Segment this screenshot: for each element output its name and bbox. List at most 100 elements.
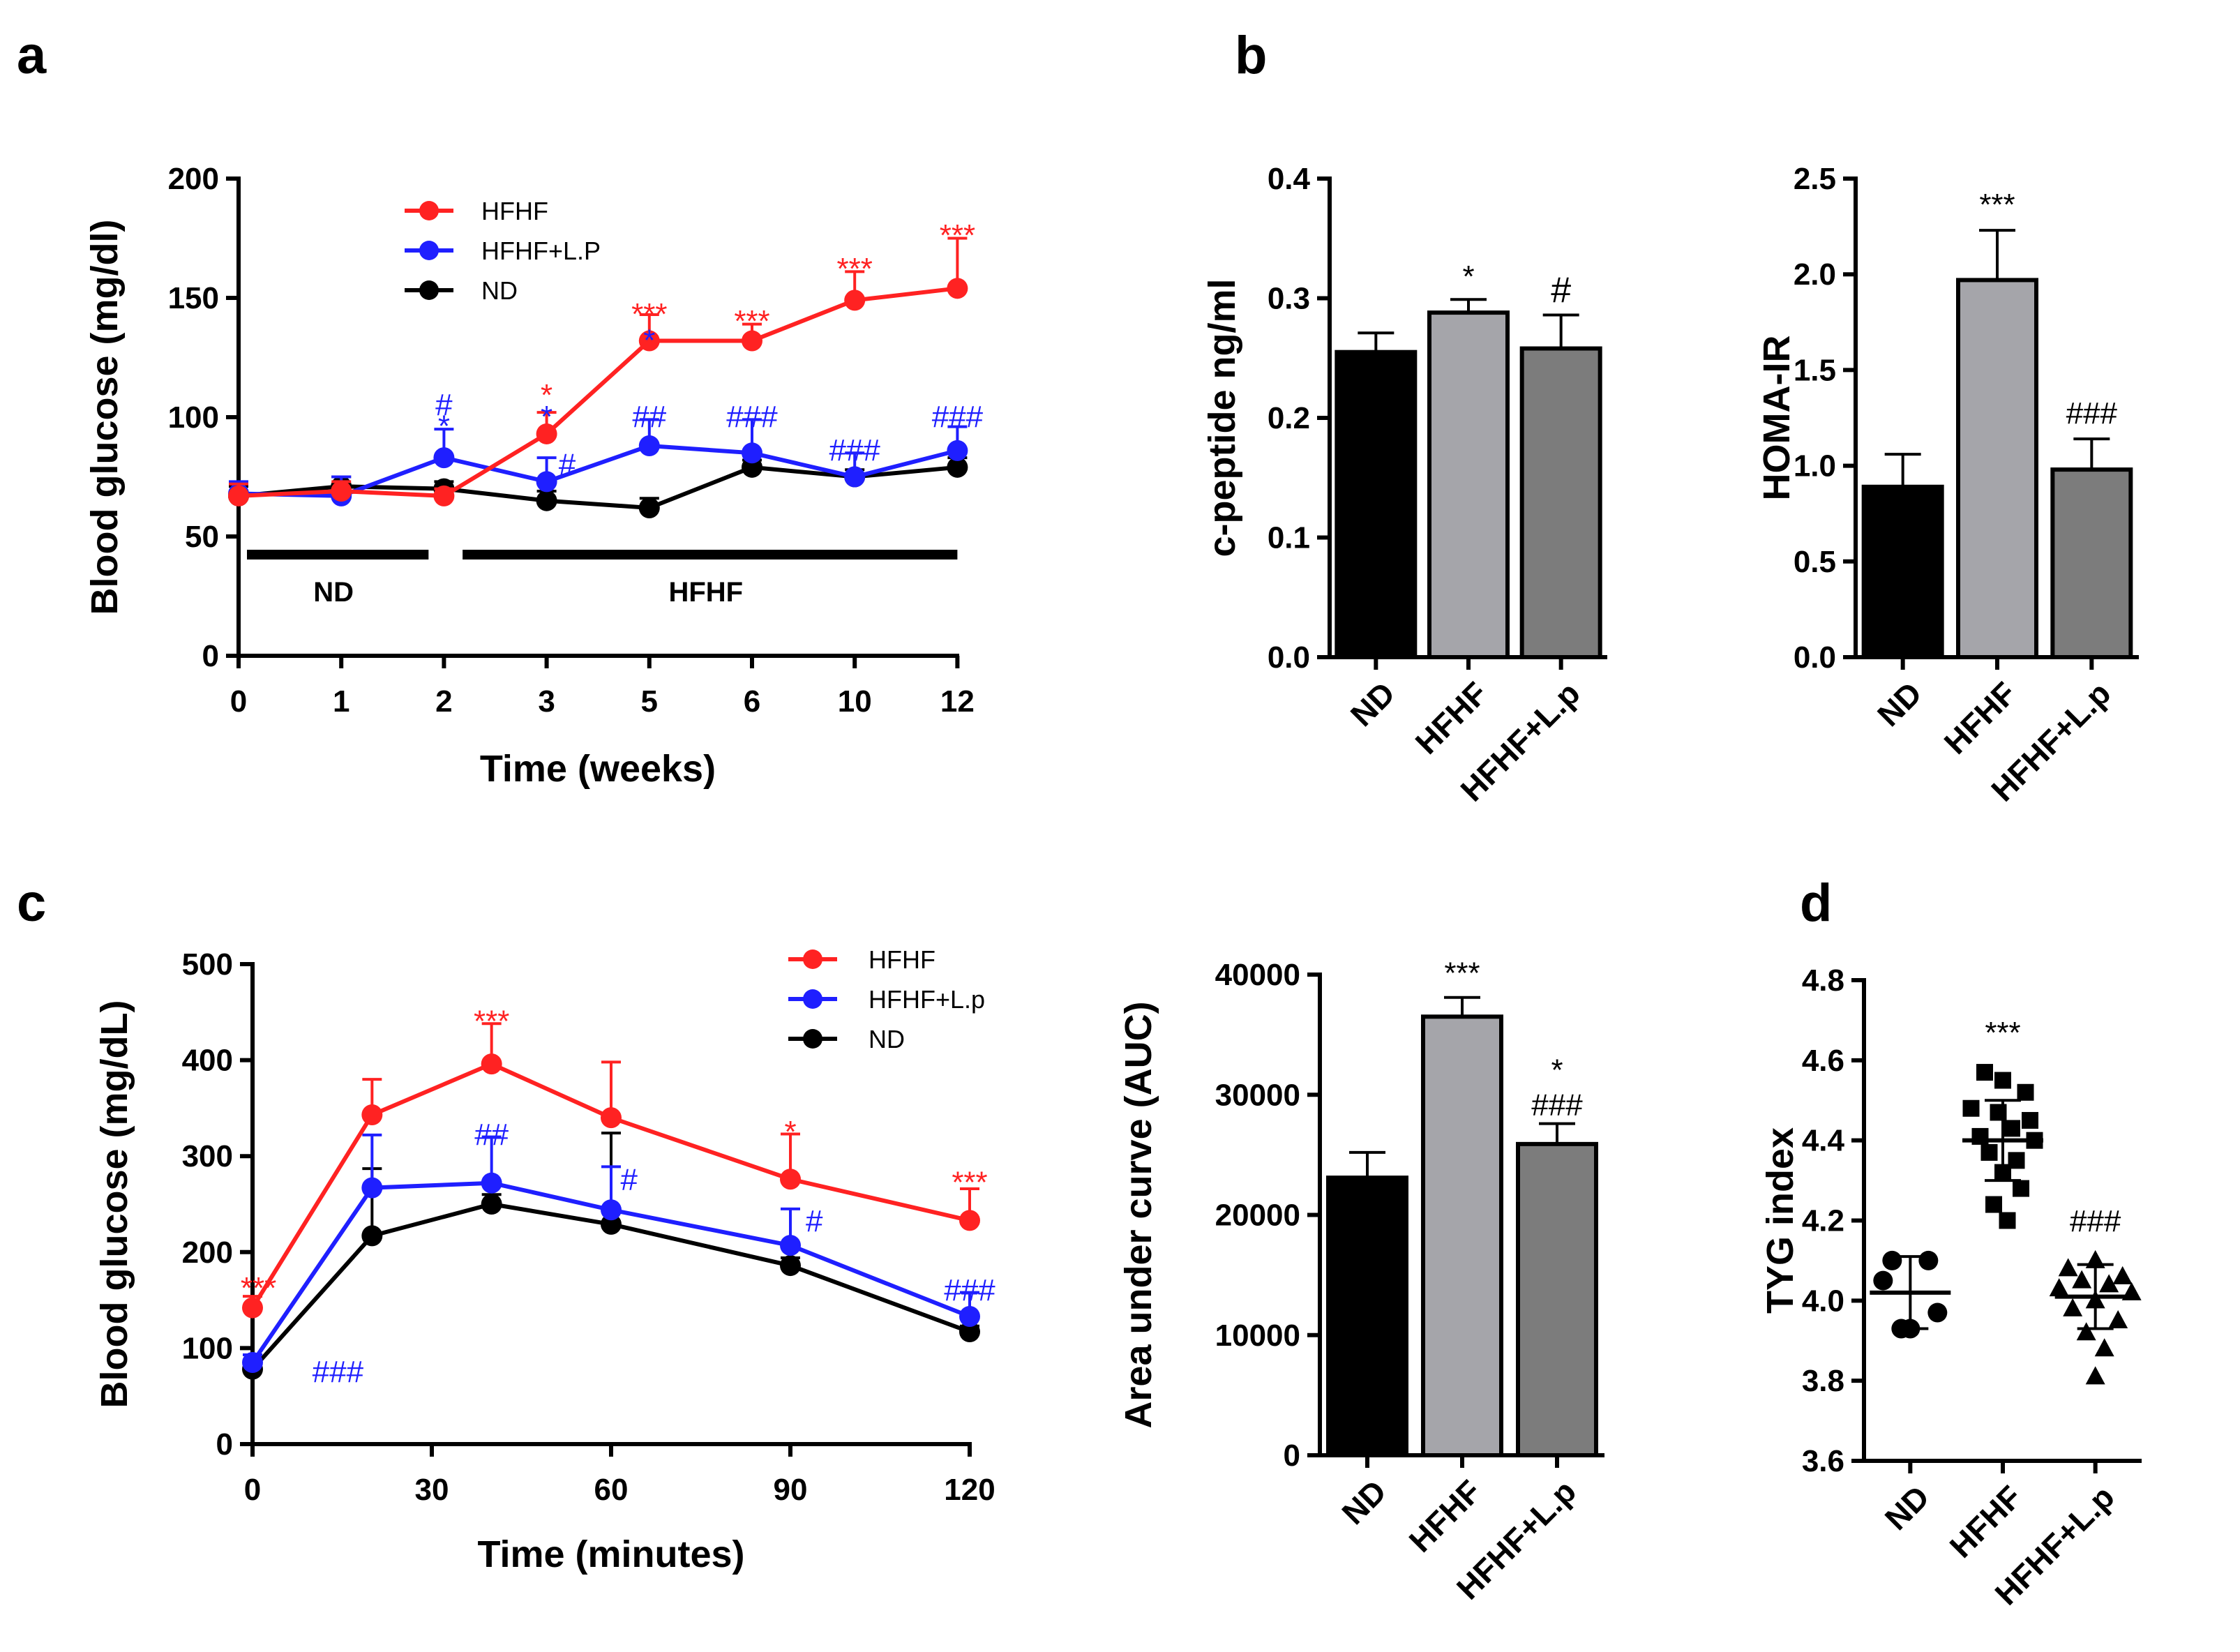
- a-series-line: [238, 286, 958, 498]
- a-annotation: ###: [932, 400, 984, 434]
- c1-y-tick-label: 100: [182, 1331, 233, 1365]
- c2-bar: [1421, 1014, 1503, 1457]
- b1-significance: #: [1551, 271, 1571, 311]
- c2-y-tick-label: 0: [1284, 1439, 1300, 1473]
- c1-y-axis-label: Blood glucose (mg/dL): [93, 1000, 135, 1409]
- c1-series-point: [780, 1235, 801, 1256]
- d-point-circle: [1873, 1270, 1893, 1291]
- d-point-circle: [1927, 1302, 1948, 1323]
- b2-y-tick-label: 1.0: [1794, 449, 1836, 483]
- a-series-point: [638, 435, 660, 457]
- a-series-point: [433, 485, 455, 506]
- b2-y-tick-label: 2.0: [1794, 257, 1836, 292]
- d-x-tick-label: ND: [1878, 1478, 1937, 1537]
- d-point-square: [1985, 1196, 2002, 1213]
- a-annotation: #: [435, 388, 453, 422]
- a-period-label: ND: [313, 577, 354, 608]
- d-point-triangle: [2094, 1338, 2114, 1357]
- c1-series-point: [242, 1352, 263, 1374]
- b1-y-tick-label: 0.1: [1268, 521, 1310, 555]
- c1-series-point: [780, 1255, 801, 1277]
- c1-series-line: [250, 1180, 971, 1364]
- b2-y-axis-label: HOMA-IR: [1756, 336, 1798, 501]
- a-series-point: [947, 456, 968, 478]
- a-series-point: [638, 497, 660, 518]
- c1-legend-label: HFHF+L.p: [869, 985, 985, 1014]
- d-point-square: [2004, 1120, 2020, 1137]
- c1-annotation: ***: [474, 1005, 509, 1039]
- panel-label-a: a: [17, 26, 47, 85]
- c1-series-point: [361, 1104, 383, 1126]
- c2-significance: ***: [1444, 956, 1480, 991]
- a-x-tick-label: 5: [641, 684, 658, 719]
- b2-bar: [1861, 484, 1944, 659]
- d-point-circle: [1882, 1250, 1902, 1270]
- c2-x-tick-label: HFHF: [1402, 1473, 1488, 1559]
- d-point-square: [1980, 1143, 1998, 1161]
- a-annotation: *: [643, 324, 655, 358]
- c2-y-tick-label: 20000: [1215, 1199, 1300, 1233]
- a-y-tick-label: 0: [202, 639, 219, 673]
- b2-significance: ***: [1979, 188, 2015, 222]
- d-y-tick-label: 4.6: [1802, 1044, 1844, 1078]
- b1-bar: [1427, 310, 1510, 659]
- a-series-point: [536, 490, 557, 511]
- b1-x-tick-label: HFHF: [1408, 675, 1494, 760]
- c2-y-tick-label: 40000: [1215, 958, 1300, 992]
- a-series-point: [433, 447, 455, 469]
- c1-x-axis-label: Time (minutes): [477, 1533, 744, 1575]
- b2-x-tick-label: HFHF: [1937, 675, 2023, 760]
- a-x-tick-label: 6: [744, 684, 760, 719]
- d-point-triangle: [2085, 1366, 2105, 1385]
- a-series-point: [742, 330, 762, 352]
- c1-series-point: [242, 1297, 263, 1319]
- d-point-triangle: [2063, 1298, 2083, 1316]
- d-point-square: [1999, 1212, 2016, 1229]
- a-series-point: [228, 485, 249, 506]
- d-point-triangle: [2058, 1258, 2078, 1277]
- d-significance: ###: [2070, 1204, 2121, 1238]
- d-y-tick-label: 3.6: [1802, 1444, 1844, 1478]
- c1-y-tick-label: 500: [182, 947, 233, 982]
- c2-y-axis-label: Area under curve (AUC): [1118, 1001, 1159, 1428]
- a-annotation: #: [559, 447, 576, 481]
- d-significance: ***: [1985, 1016, 2020, 1050]
- d-point-triangle: [2072, 1270, 2092, 1289]
- a-annotation: *: [541, 400, 553, 434]
- a-annotation: ***: [631, 297, 667, 331]
- d-point-triangle: [2099, 1274, 2119, 1293]
- a-annotation: ***: [837, 252, 873, 286]
- a-series-point: [742, 456, 762, 478]
- c1-series-line: [250, 1061, 970, 1309]
- d-y-tick-label: 4.0: [1802, 1284, 1844, 1318]
- a-series-line: [238, 444, 959, 498]
- c1-annotation: ##: [474, 1118, 509, 1152]
- b2-y-tick-label: 0.5: [1794, 545, 1836, 579]
- a-annotation: ###: [726, 400, 778, 434]
- d-y-tick-label: 3.8: [1802, 1364, 1844, 1398]
- d-point-square: [1962, 1099, 1980, 1117]
- b2-x-tick-label: ND: [1870, 675, 1929, 733]
- b1-y-tick-label: 0.0: [1268, 640, 1310, 675]
- a-y-axis-label: Blood glucose (mg/dl): [84, 220, 126, 615]
- b2-bar: [2050, 467, 2133, 659]
- a-x-tick-label: 0: [230, 684, 247, 719]
- c1-legend-marker: [803, 949, 822, 969]
- c1-series-point: [601, 1213, 622, 1235]
- a-y-tick-label: 150: [168, 281, 219, 315]
- a-annotation: *: [438, 410, 450, 444]
- c2-y-tick-label: 10000: [1215, 1319, 1300, 1353]
- d-point-triangle: [2108, 1310, 2128, 1329]
- a-period-label: HFHF: [668, 577, 743, 608]
- panel-label-b: b: [1235, 26, 1267, 85]
- a-series-point: [742, 442, 762, 464]
- c1-series-point: [959, 1210, 980, 1231]
- b1-y-tick-label: 0.2: [1268, 401, 1310, 435]
- a-x-tick-label: 2: [435, 684, 452, 719]
- chart-c-ogtt: 0 100 200 300 400 500 Blood glucose (mg/dL) 0 30…: [93, 945, 995, 1575]
- d-point-triangle: [2049, 1278, 2069, 1297]
